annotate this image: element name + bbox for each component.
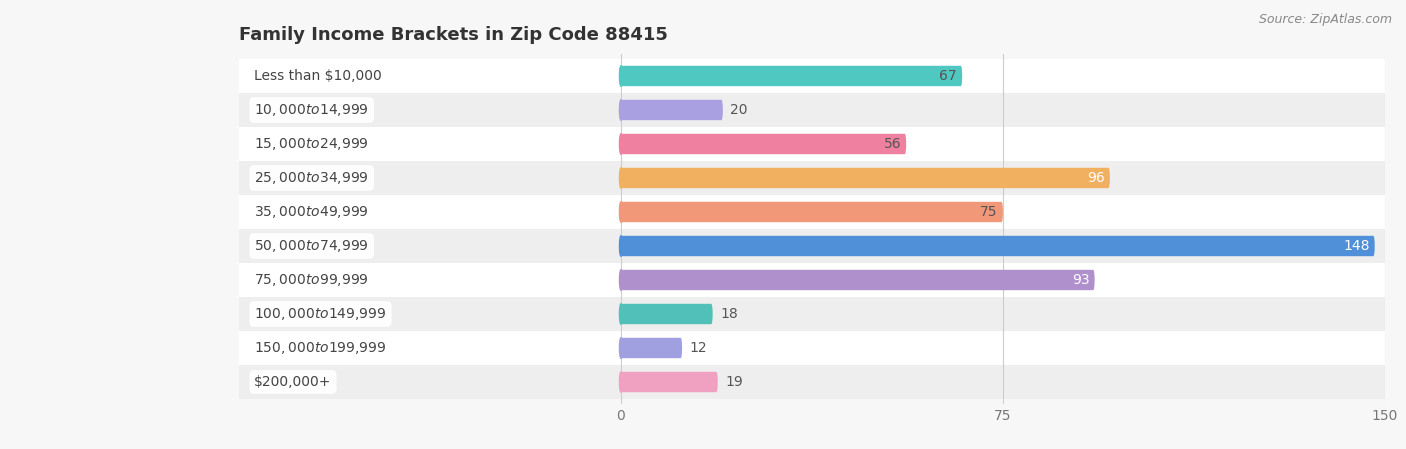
Circle shape	[620, 338, 623, 358]
Text: $10,000 to $14,999: $10,000 to $14,999	[254, 102, 370, 118]
FancyBboxPatch shape	[621, 338, 682, 358]
Text: $200,000+: $200,000+	[254, 375, 332, 389]
Text: 20: 20	[731, 103, 748, 117]
FancyBboxPatch shape	[621, 134, 907, 154]
Text: 67: 67	[939, 69, 957, 83]
Text: $150,000 to $199,999: $150,000 to $199,999	[254, 340, 387, 356]
Bar	[239, 93, 1385, 127]
FancyBboxPatch shape	[621, 372, 717, 392]
FancyBboxPatch shape	[621, 270, 1095, 290]
Text: $75,000 to $99,999: $75,000 to $99,999	[254, 272, 370, 288]
Bar	[239, 365, 1385, 399]
Text: $15,000 to $24,999: $15,000 to $24,999	[254, 136, 370, 152]
Circle shape	[620, 304, 623, 324]
Text: 148: 148	[1343, 239, 1369, 253]
Text: Less than $10,000: Less than $10,000	[254, 69, 382, 83]
Bar	[239, 263, 1385, 297]
Text: $100,000 to $149,999: $100,000 to $149,999	[254, 306, 387, 322]
Text: 56: 56	[883, 137, 901, 151]
FancyBboxPatch shape	[621, 66, 962, 86]
Text: 12: 12	[690, 341, 707, 355]
Text: $50,000 to $74,999: $50,000 to $74,999	[254, 238, 370, 254]
Text: Source: ZipAtlas.com: Source: ZipAtlas.com	[1258, 13, 1392, 26]
FancyBboxPatch shape	[621, 202, 1002, 222]
FancyBboxPatch shape	[621, 236, 1375, 256]
Circle shape	[620, 168, 623, 188]
Bar	[239, 195, 1385, 229]
Text: 18: 18	[720, 307, 738, 321]
Bar	[239, 229, 1385, 263]
Bar	[239, 59, 1385, 93]
Circle shape	[620, 134, 623, 154]
Text: $35,000 to $49,999: $35,000 to $49,999	[254, 204, 370, 220]
Text: 96: 96	[1087, 171, 1105, 185]
FancyBboxPatch shape	[621, 100, 723, 120]
Circle shape	[620, 202, 623, 222]
Text: 19: 19	[725, 375, 744, 389]
Text: Family Income Brackets in Zip Code 88415: Family Income Brackets in Zip Code 88415	[239, 26, 668, 44]
Circle shape	[620, 66, 623, 86]
Bar	[239, 331, 1385, 365]
Text: $25,000 to $34,999: $25,000 to $34,999	[254, 170, 370, 186]
FancyBboxPatch shape	[621, 304, 713, 324]
Circle shape	[620, 372, 623, 392]
Text: 93: 93	[1071, 273, 1090, 287]
Circle shape	[620, 100, 623, 120]
Circle shape	[620, 270, 623, 290]
FancyBboxPatch shape	[621, 168, 1109, 188]
Bar	[239, 297, 1385, 331]
Bar	[239, 127, 1385, 161]
Text: 75: 75	[980, 205, 998, 219]
Bar	[239, 161, 1385, 195]
Circle shape	[620, 236, 623, 256]
